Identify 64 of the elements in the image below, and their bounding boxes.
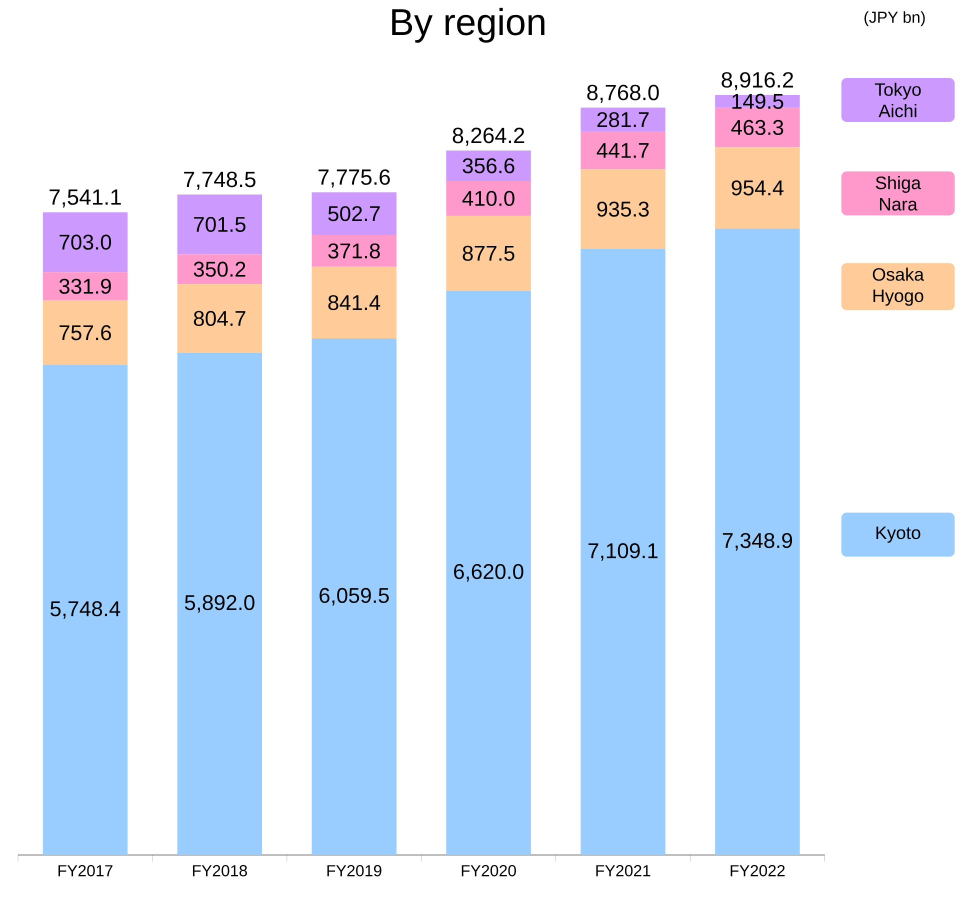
chart-title: By region: [392, 8, 544, 43]
bar: [42, 300, 128, 365]
x-tick-label: FY2018: [192, 864, 247, 876]
bar: [177, 194, 262, 254]
bar: [715, 108, 800, 148]
bar: [312, 266, 396, 338]
bar: [580, 248, 666, 855]
x-tick-label: FY2021: [596, 864, 650, 876]
bar: [580, 107, 666, 132]
data-label: 703.0: [60, 234, 112, 250]
data-label: 6,059.5: [320, 588, 389, 606]
data-label: 356.6: [462, 158, 514, 174]
bar: [446, 290, 531, 855]
text: Osaka Hyogo: [872, 267, 924, 306]
data-label: 463.3: [731, 120, 784, 135]
text: Shiga Nara: [876, 176, 922, 210]
bar: [312, 192, 396, 235]
data-label: 804.7: [194, 310, 246, 326]
bar: [177, 352, 262, 855]
data-label: 5,748.4: [50, 601, 120, 619]
bar: [42, 212, 128, 272]
data-label: 7,348.9: [722, 532, 792, 550]
data-label: 281.7: [597, 112, 649, 128]
x-tick-label: FY2017: [58, 864, 112, 876]
bar: [312, 234, 396, 267]
data-label: 954.4: [732, 180, 784, 196]
text: (JPY bn): [864, 11, 925, 26]
data-label: 331.9: [59, 278, 111, 294]
data-label: 7,109.1: [588, 543, 658, 561]
bar: [580, 131, 666, 170]
x-tick-label: FY2020: [462, 864, 516, 876]
total-label: 8,768.0: [587, 84, 659, 103]
total-label: 7,775.6: [318, 169, 390, 188]
data-label: 877.5: [462, 246, 514, 261]
x-tick-label: FY2019: [327, 864, 382, 876]
x-tick-label: FY2022: [730, 864, 785, 876]
bar: [580, 169, 666, 249]
data-label: 841.4: [328, 294, 380, 310]
data-label: 502.7: [328, 206, 380, 222]
data-label: 149.5: [732, 94, 784, 109]
bar: [446, 216, 531, 291]
text: Kyoto: [876, 526, 920, 543]
data-label: 371.8: [328, 243, 380, 258]
total-label: 7,748.5: [184, 171, 256, 190]
bar: [177, 284, 262, 353]
data-label: 935.3: [597, 201, 649, 217]
total-label: 7,541.1: [50, 189, 121, 208]
bar: [715, 228, 800, 855]
data-label: 701.5: [194, 216, 246, 232]
bar: [312, 338, 396, 855]
data-label: 6,620.0: [454, 564, 524, 582]
bar: [446, 180, 531, 216]
text: Tokyo Aichi: [874, 82, 921, 118]
total-label: 8,916.2: [722, 72, 794, 90]
bar: [446, 150, 531, 181]
bar: [715, 147, 800, 228]
data-label: 410.0: [462, 190, 514, 206]
data-label: 350.2: [194, 262, 246, 277]
data-label: 441.7: [596, 142, 649, 158]
total-label: 8,264.2: [452, 128, 524, 146]
data-label: 757.6: [60, 325, 111, 340]
bar: [42, 364, 128, 855]
bar: [42, 272, 128, 300]
data-label: 5,892.0: [184, 594, 254, 613]
